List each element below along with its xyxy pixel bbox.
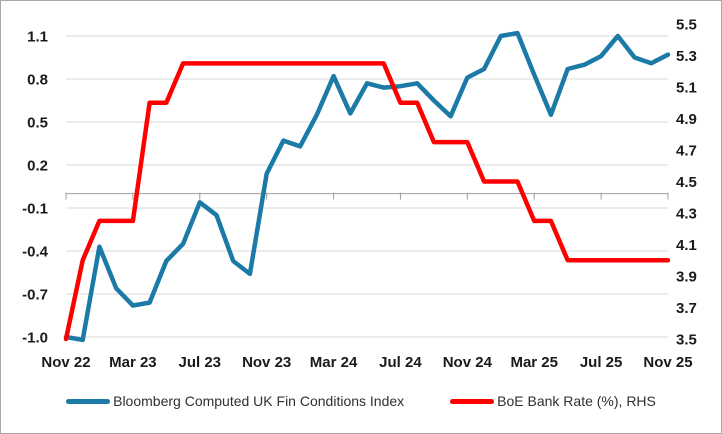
right-axis-tick-label: 3.9 bbox=[676, 269, 697, 286]
right-axis-tick-label: 3.7 bbox=[676, 300, 697, 317]
right-axis-tick-label: 4.9 bbox=[676, 111, 697, 128]
x-axis-tick-label: Jul 25 bbox=[580, 354, 623, 371]
series-line-bank-rate[interactable] bbox=[63, 61, 671, 342]
x-axis-tick-label: Nov 22 bbox=[41, 354, 90, 371]
x-axis-tick-label: Nov 25 bbox=[643, 354, 692, 371]
right-axis-tick-label: 4.7 bbox=[676, 143, 697, 160]
left-axis-tick-label: -0.1 bbox=[22, 201, 48, 218]
left-axis-tick-label: 0.8 bbox=[27, 72, 48, 89]
legend-swatch-bank-rate bbox=[450, 398, 495, 404]
left-axis-tick-label: -0.4 bbox=[22, 244, 49, 261]
right-axis-tick-label: 5.5 bbox=[676, 17, 697, 34]
legend: Bloomberg Computed UK Fin Conditions Ind… bbox=[1, 393, 721, 409]
right-axis-tick-label: 5.3 bbox=[676, 48, 697, 65]
x-axis-tick-label: Nov 23 bbox=[242, 354, 291, 371]
right-axis-tick-label: 4.1 bbox=[676, 237, 697, 254]
x-axis-tick-label: Jul 24 bbox=[379, 354, 422, 371]
left-axis-tick-label: 1.1 bbox=[27, 29, 48, 46]
right-axis-tick-label: 5.1 bbox=[676, 80, 697, 97]
series-line-fci[interactable] bbox=[63, 30, 671, 343]
left-axis-tick-label: 0.5 bbox=[27, 115, 48, 132]
right-axis-tick-label: 4.3 bbox=[676, 206, 697, 223]
legend-swatch-fci bbox=[66, 398, 111, 404]
x-axis-tick-label: Mar 25 bbox=[510, 354, 558, 371]
legend-item-fci[interactable]: Bloomberg Computed UK Fin Conditions Ind… bbox=[66, 393, 404, 409]
x-axis-tick-label: Mar 24 bbox=[310, 354, 358, 371]
right-axis-tick-label: 3.5 bbox=[676, 332, 697, 349]
right-axis-tick-label: 4.5 bbox=[676, 174, 697, 191]
x-axis-tick-label: Jul 23 bbox=[179, 354, 222, 371]
left-axis-tick-label: 0.2 bbox=[27, 158, 48, 175]
legend-item-bank-rate[interactable]: BoE Bank Rate (%), RHS bbox=[450, 393, 656, 409]
legend-label-bank-rate: BoE Bank Rate (%), RHS bbox=[497, 393, 656, 409]
left-axis-tick-label: -1.0 bbox=[22, 330, 48, 347]
x-axis-tick-label: Nov 24 bbox=[443, 354, 493, 371]
legend-label-fci: Bloomberg Computed UK Fin Conditions Ind… bbox=[113, 393, 405, 409]
left-axis-tick-label: -0.7 bbox=[22, 287, 48, 304]
x-axis-tick-label: Mar 23 bbox=[109, 354, 157, 371]
